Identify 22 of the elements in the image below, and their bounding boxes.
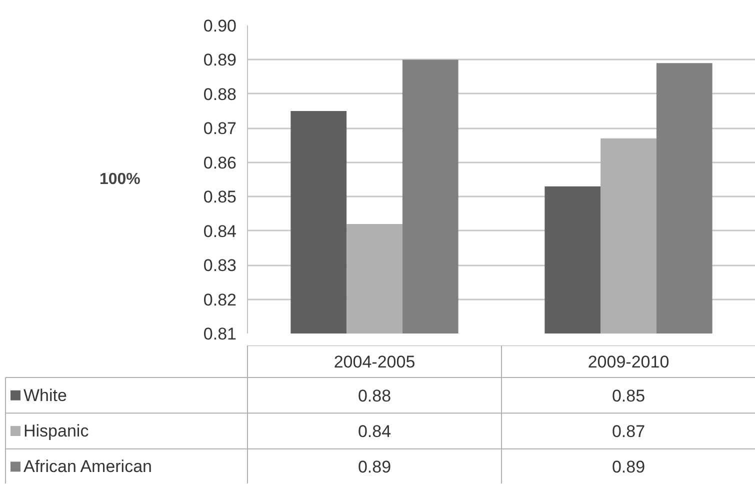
y-tick-label: 0.88 — [203, 84, 237, 104]
data-label: 0.84 — [358, 422, 392, 441]
legend-label: Hispanic — [24, 422, 90, 440]
x-tick-label: 2009-2010 — [588, 352, 670, 372]
y-tick-label: 0.87 — [203, 119, 237, 138]
y-tick-label: 0.90 — [203, 16, 237, 36]
y-axis-title: 100% — [99, 171, 140, 188]
legend-label: African American — [24, 457, 152, 476]
y-tick-label: 0.81 — [203, 324, 237, 344]
y-tick-label: 0.82 — [203, 290, 237, 310]
y-tick-label: 0.86 — [203, 153, 237, 172]
data-label: 0.85 — [612, 386, 646, 406]
data-label: 0.88 — [358, 386, 392, 406]
y-tick-label: 0.83 — [203, 256, 237, 276]
data-label: 0.89 — [358, 458, 392, 477]
y-tick-label: 0.89 — [203, 50, 237, 70]
data-label: 0.87 — [612, 422, 646, 441]
y-tick-label: 0.85 — [203, 188, 237, 207]
data-label: 0.89 — [612, 458, 646, 477]
x-tick-label: 2004-2005 — [334, 352, 416, 372]
legend-label: White — [24, 386, 67, 405]
y-tick-label: 0.84 — [203, 222, 237, 241]
